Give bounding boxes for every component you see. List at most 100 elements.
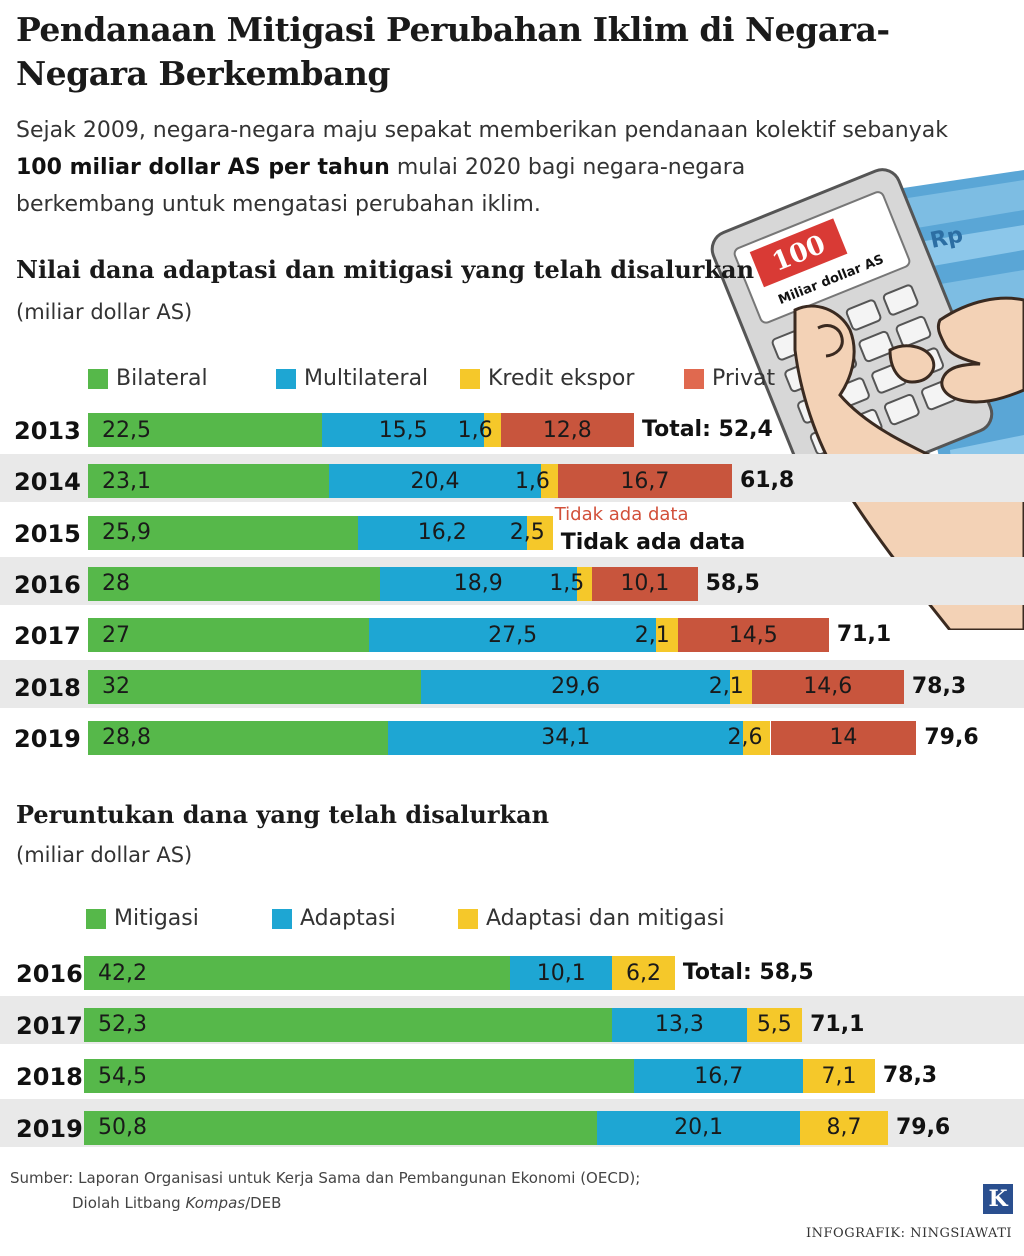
page-title: Pendanaan Mitigasi Perubahan Iklim di Ne…	[16, 10, 890, 93]
bar-value-label: 5,5	[756, 1012, 792, 1037]
chart1-legend: Bilateral Multilateral Kredit ekspor Privat	[88, 366, 788, 394]
bar-value-label: 25,9	[102, 520, 151, 546]
bar-value-label: 2,1	[708, 674, 744, 699]
bar-segment-kredit-ekspor: 1,6	[458, 413, 501, 447]
bar-value-label: 10,1	[620, 571, 670, 597]
bar-value-label: 14,5	[728, 622, 778, 648]
bar-segment-bilateral: 23,1	[88, 464, 329, 499]
total-label: 61,8	[739, 468, 795, 494]
total-label: 71,1	[836, 622, 892, 648]
bar-value-label: 1,5	[549, 571, 585, 597]
legend-swatch	[276, 368, 296, 389]
bar-segment-kredit-ekspor: 1,5	[549, 566, 593, 601]
legend-item-multilateral: Multilateral	[276, 366, 428, 391]
legend-swatch	[272, 908, 292, 929]
total-label: Total: 58,5	[682, 960, 814, 985]
bar-value-label: 23,1	[102, 468, 151, 494]
year-label: 2017	[14, 622, 81, 651]
bar-segment-kredit-ekspor: 1,6	[515, 464, 558, 499]
total-label: Tidak ada data	[560, 529, 746, 555]
bar-value-label: 14,6	[803, 674, 853, 699]
intro-line-1: Sejak 2009, negara-negara maju sepakat m…	[16, 118, 948, 143]
legend-item-privat: Privat	[684, 366, 775, 391]
total-label: Total: 52,4	[642, 417, 773, 442]
no-data-label: Tidak ada data	[554, 503, 689, 525]
source-line-2-italic: Kompas	[185, 1194, 246, 1212]
calculator-illustration: Rp 100 Miliar dollar AS	[710, 168, 1024, 630]
year-label: 2018	[14, 673, 81, 702]
bar-segment-bilateral: 28,8	[88, 720, 389, 755]
bar-value-label: 2,1	[634, 622, 670, 648]
chart2-title: Peruntukan dana yang telah disalurkan	[16, 800, 550, 829]
bar-segment-bilateral: 28	[88, 566, 380, 601]
bar-segment-privat: 10,1	[592, 566, 698, 601]
intro-line-2: 100 miliar dollar AS per tahun mulai 202…	[16, 149, 776, 186]
year-label: 2013	[14, 417, 81, 445]
kompas-logo: K	[983, 1184, 1013, 1214]
bar-segment-bilateral: 25,9	[88, 515, 358, 550]
intro-text: Sejak 2009, negara-negara maju sepakat m…	[16, 112, 948, 223]
legend-label: Privat	[712, 366, 776, 391]
bar-segment-adaptasi-dan-mitigasi: 6,2	[612, 956, 675, 990]
year-label: 2015	[14, 519, 81, 548]
bar-value-label: 54,5	[98, 1063, 147, 1089]
legend-label: Kredit ekspor	[488, 366, 635, 391]
legend-item-adaptasi-dan-mitigasi: Adaptasi dan mitigasi	[458, 906, 724, 931]
bar-segment-multilateral: 15,5	[322, 413, 484, 447]
legend-swatch	[88, 368, 108, 389]
bar-value-label: 20,1	[674, 1115, 724, 1140]
bar-segment-bilateral: 22,5	[88, 413, 323, 447]
bar-segment-adaptasi-dan-mitigasi: 8,7	[800, 1110, 888, 1145]
chart1-title: Nilai dana adaptasi dan mitigasi yang te…	[16, 255, 755, 284]
bar-segment-adaptasi-dan-mitigasi: 5,5	[746, 1007, 803, 1042]
total-label: 78,3	[882, 1063, 938, 1088]
bar-segment-mitigasi: 52,3	[84, 1007, 613, 1042]
bar-value-label: 13,3	[654, 1012, 704, 1037]
bar-value-label: 27	[102, 622, 130, 648]
source-line-2-suffix: /DEB	[245, 1194, 282, 1212]
intro-bold: 100 miliar dollar AS per tahun	[16, 155, 390, 180]
bar-segment-mitigasi: 54,5	[84, 1059, 635, 1093]
bar-segment-kredit-ekspor: 2,1	[709, 669, 752, 704]
bar-value-label: 2,6	[727, 725, 763, 751]
bar-segment-multilateral: 16,2	[357, 515, 527, 550]
year-label: 2016	[14, 570, 81, 599]
bar-value-label: 16,7	[694, 1063, 744, 1089]
source-line-2: Diolah Litbang Kompas/DEB	[10, 1191, 640, 1216]
bar-segment-mitigasi: 50,8	[84, 1110, 598, 1145]
bar-value-label: 1,6	[457, 417, 493, 443]
bar-value-label: 28	[102, 571, 130, 597]
bar-value-label: 16,7	[620, 468, 670, 494]
bar-segment-kredit-ekspor: 2,5	[510, 515, 553, 550]
total-label: 79,6	[895, 1114, 951, 1140]
bar-value-label: 14	[829, 725, 858, 751]
total-label: 58,5	[705, 570, 760, 596]
bar-value-label: 10,1	[536, 960, 586, 986]
bar-segment-multilateral: 18,9	[379, 566, 577, 601]
bar-value-label: 1,6	[514, 468, 550, 494]
bar-value-label: 29,6	[551, 674, 601, 699]
bar-value-label: 28,8	[102, 725, 151, 751]
bar-value-label: 34,1	[541, 725, 591, 751]
bar-segment-multilateral: 34,1	[388, 720, 744, 755]
bar-segment-multilateral: 20,4	[328, 464, 542, 499]
year-label: 2019	[14, 724, 81, 753]
legend-label: Adaptasi dan mitigasi	[486, 906, 725, 931]
legend-label: Multilateral	[304, 366, 429, 391]
bar-value-label: 22,5	[102, 417, 151, 443]
bar-segment-adaptasi: 20,1	[597, 1110, 801, 1145]
source-note: Sumber: Laporan Organisasi untuk Kerja S…	[10, 1166, 640, 1216]
bar-segment-adaptasi-dan-mitigasi: 7,1	[803, 1059, 875, 1093]
bar-segment-privat: 14	[770, 720, 917, 755]
legend-swatch	[86, 908, 106, 929]
bar-value-label: 8,7	[826, 1115, 862, 1140]
bar-value-label: 50,8	[98, 1115, 147, 1140]
bar-segment-privat: 12,8	[500, 413, 634, 447]
bar-segment-privat: 14,5	[677, 618, 829, 653]
bar-segment-kredit-ekspor: 2,1	[635, 618, 678, 653]
source-line-2-prefix: Diolah Litbang	[72, 1194, 186, 1212]
bar-value-label: 18,9	[453, 571, 503, 597]
bar-value-label: 42,2	[98, 960, 147, 986]
legend-swatch	[460, 368, 480, 389]
legend-label: Adaptasi	[300, 906, 396, 931]
